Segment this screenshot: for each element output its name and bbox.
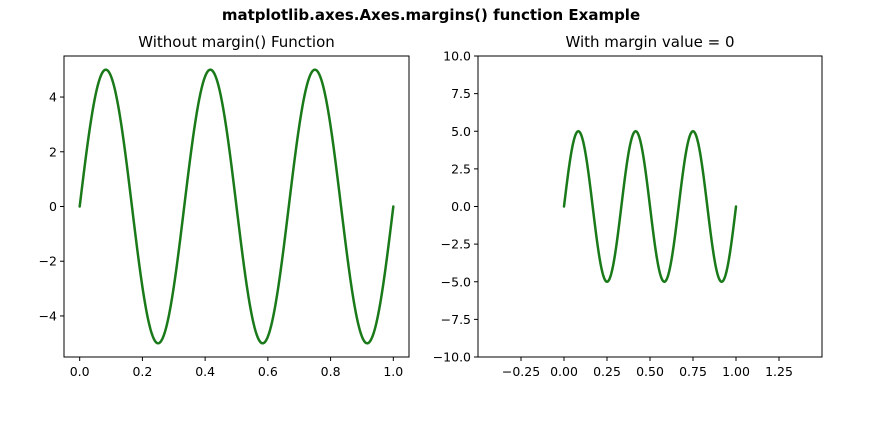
y-tick-label: 7.5 bbox=[451, 86, 471, 101]
x-tick-label: 1.0 bbox=[383, 364, 403, 379]
y-tick-label: 0 bbox=[49, 199, 57, 214]
y-tick-label: 2.5 bbox=[451, 161, 471, 176]
axes-right: With margin value = 0 −0.25 0.00 0.25 0.50 0… bbox=[433, 33, 823, 379]
x-tick-label: 0.0 bbox=[70, 364, 90, 379]
axes-right-yticks: −10.0 −7.5 −5.0 −2.5 0.0 2.5 5.0 7.5 10.0 bbox=[433, 49, 478, 365]
x-tick-label: 0.75 bbox=[679, 364, 707, 379]
y-tick-label: 2 bbox=[49, 144, 57, 159]
x-tick-label: 1.25 bbox=[765, 364, 793, 379]
y-tick-label: −10.0 bbox=[433, 350, 471, 365]
y-tick-label: −5.0 bbox=[441, 274, 471, 289]
y-tick-label: 10.0 bbox=[443, 49, 471, 64]
y-tick-label: −4 bbox=[39, 308, 57, 323]
axes-left-xticks: 0.0 0.2 0.4 0.6 0.8 1.0 bbox=[70, 357, 403, 379]
series-line-0 bbox=[78, 68, 395, 345]
x-tick-label: 0.00 bbox=[550, 364, 578, 379]
axes-left-yticks: −4 −2 0 2 4 bbox=[39, 90, 64, 323]
figure-suptitle: matplotlib.axes.Axes.margins() function … bbox=[222, 6, 640, 24]
x-tick-label: 0.50 bbox=[636, 364, 664, 379]
x-tick-label: 0.8 bbox=[321, 364, 341, 379]
y-tick-label: 0.0 bbox=[451, 199, 471, 214]
y-tick-label: −7.5 bbox=[441, 312, 471, 327]
y-tick-label: 4 bbox=[49, 90, 57, 105]
x-tick-label: 0.25 bbox=[593, 364, 621, 379]
axes-right-plot bbox=[562, 130, 738, 283]
x-tick-label: 0.6 bbox=[258, 364, 278, 379]
axes-right-title: With margin value = 0 bbox=[565, 33, 734, 51]
axes-left-frame bbox=[63, 55, 410, 358]
axes-left-plot bbox=[78, 68, 395, 345]
axes-right-xticks: −0.25 0.00 0.25 0.50 0.75 1.00 1.25 bbox=[502, 357, 793, 379]
x-tick-label: 0.2 bbox=[132, 364, 152, 379]
x-tick-label: 1.00 bbox=[722, 364, 750, 379]
series-line-0 bbox=[562, 130, 738, 283]
y-tick-label: −2.5 bbox=[441, 237, 471, 252]
y-tick-label: −2 bbox=[39, 254, 57, 269]
axes-left-title: Without margin() Function bbox=[138, 33, 335, 51]
x-tick-label: 0.4 bbox=[195, 364, 215, 379]
axes-right-frame bbox=[477, 55, 823, 358]
y-tick-label: 5.0 bbox=[451, 124, 471, 139]
axes-left: Without margin() Function 0.0 0.2 0.4 0.6 0.… bbox=[39, 33, 410, 379]
x-tick-label: −0.25 bbox=[502, 364, 540, 379]
